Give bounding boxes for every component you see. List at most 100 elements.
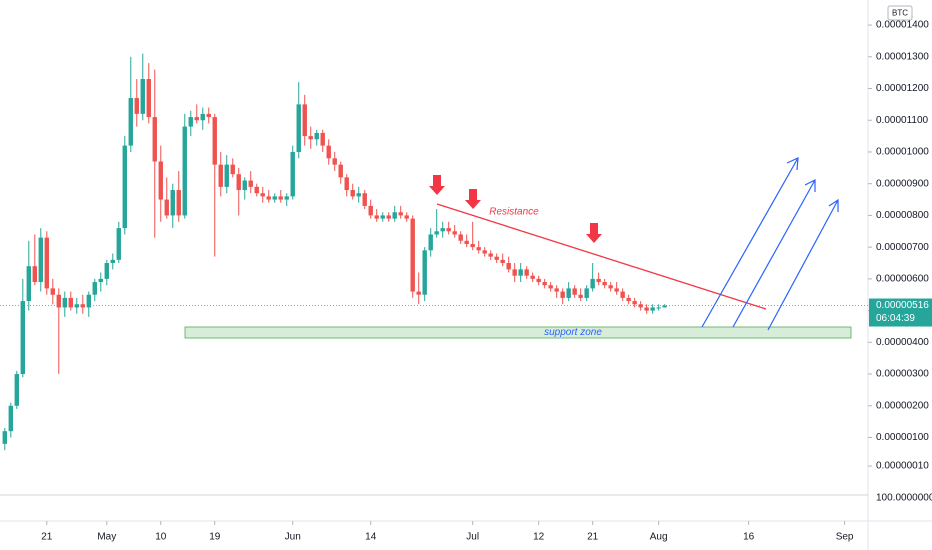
candle-body (434, 231, 439, 235)
up-arrow (701, 157, 799, 328)
candle-body (554, 288, 559, 292)
candle-body (632, 301, 637, 305)
candle-body (296, 104, 301, 152)
candle-body (422, 250, 427, 295)
candle-body (68, 297, 73, 308)
candle-body (38, 237, 43, 283)
support-zone (184, 326, 852, 339)
candle-body (116, 228, 121, 260)
last-price-badge (869, 298, 932, 327)
candle-body (56, 294, 61, 308)
candle-body (584, 288, 589, 298)
candle-body (512, 269, 517, 276)
candle-body (188, 117, 193, 127)
candle-body (416, 291, 421, 295)
candle-body (398, 212, 403, 216)
candle-body (596, 278, 601, 283)
blue-arrows (701, 157, 839, 331)
candle-body (170, 190, 175, 216)
candle-body (134, 98, 139, 114)
candle-body (446, 228, 451, 232)
candle-body (194, 117, 199, 121)
x-tick-label: Jul (466, 532, 479, 543)
x-tick-label: 21 (41, 532, 53, 543)
candle-body (32, 266, 37, 283)
candle-body (146, 78, 151, 118)
x-tick-label: 21 (587, 532, 599, 543)
y-tick-label: 0.00000010 (876, 461, 929, 472)
candle-body (392, 212, 397, 219)
candle-body (254, 186, 259, 194)
candle-body (20, 301, 25, 375)
candle-body (26, 266, 31, 302)
candle-body (338, 164, 343, 178)
down-arrow (465, 189, 481, 209)
candle-body (230, 164, 235, 175)
candle-body (80, 304, 85, 308)
red-arrows (429, 175, 602, 243)
y-tick-label: 0.00000800 (876, 210, 929, 221)
candle-body (386, 215, 391, 219)
candle-body (14, 374, 19, 406)
y-tick-label: 0.00000600 (876, 274, 929, 285)
candle-body (428, 234, 433, 251)
up-arrow (767, 198, 839, 331)
resistance-line (436, 203, 767, 310)
candle-body (62, 297, 67, 308)
x-tick-label: Sep (836, 532, 854, 543)
candle-body (326, 145, 331, 159)
candle-body (302, 104, 307, 137)
candle-body (278, 196, 283, 200)
candle-body (332, 158, 337, 165)
candles (2, 53, 667, 451)
candle-body (440, 228, 445, 232)
candle-body (200, 113, 205, 121)
x-tick-label: 16 (743, 532, 755, 543)
candle-body (572, 288, 577, 295)
candle-body (8, 405, 13, 432)
currency-badge (887, 5, 913, 21)
candle-body (158, 161, 163, 200)
candle-body (74, 304, 79, 308)
candle-body (260, 193, 265, 197)
x-tick-label: Aug (650, 532, 668, 543)
candle-body (320, 132, 325, 146)
candle-body (104, 263, 109, 279)
candle-body (140, 78, 145, 114)
candle-body (458, 234, 463, 241)
axis-extra-label: 100.00000000 (876, 493, 932, 504)
y-tick-label: 0.00000100 (876, 432, 929, 443)
candle-body (218, 164, 223, 187)
y-tick-label: 0.00000300 (876, 369, 929, 380)
candle-body (500, 259, 505, 264)
candle-body (602, 282, 607, 286)
candle-body (2, 431, 7, 444)
y-tick-label: 0.00000700 (876, 242, 929, 253)
candle-body (290, 151, 295, 197)
candle-body (266, 196, 271, 200)
y-tick-label: 0.00001000 (876, 147, 929, 158)
x-tick-label: 12 (533, 532, 545, 543)
y-tick-label: 0.00001200 (876, 83, 929, 94)
candle-body (560, 291, 565, 298)
candle-body (566, 288, 571, 298)
candle-body (614, 288, 619, 292)
y-tick-label: 0.00000400 (876, 337, 929, 348)
candle-body (164, 199, 169, 216)
candle-body (542, 282, 547, 286)
y-tick-label: 0.00001300 (876, 51, 929, 62)
candle-body (356, 193, 361, 197)
y-tick-label: 0.00001400 (876, 20, 929, 31)
candle-body (662, 305, 667, 308)
candle-body (536, 278, 541, 283)
candle-body (404, 215, 409, 219)
candle-body (464, 240, 469, 244)
candle-body (182, 126, 187, 216)
y-tick-label: 0.00000200 (876, 400, 929, 411)
candle-body (284, 196, 289, 200)
candle-body (176, 190, 181, 216)
candle-body (626, 297, 631, 302)
candle-body (518, 269, 523, 276)
candle-body (110, 259, 115, 264)
currency-label: BTC (892, 9, 908, 18)
